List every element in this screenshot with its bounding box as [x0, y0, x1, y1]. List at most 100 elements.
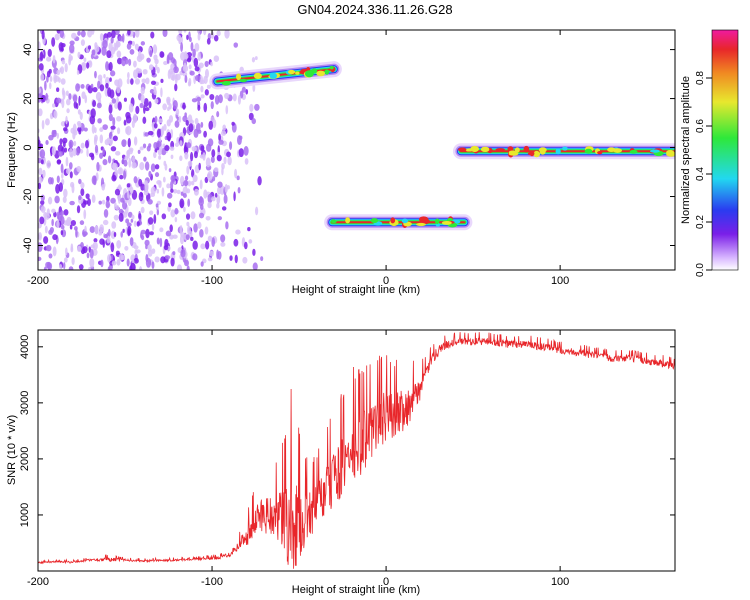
noise-speck — [51, 103, 56, 108]
noise-speck — [120, 231, 123, 238]
noise-speck — [89, 248, 94, 259]
noise-speck — [65, 115, 68, 125]
noise-speck — [109, 77, 112, 82]
noise-speck — [117, 167, 124, 175]
noise-speck — [52, 54, 56, 64]
noise-speck — [91, 124, 95, 134]
noise-speck — [197, 104, 201, 111]
noise-speck — [106, 195, 110, 202]
noise-speck — [126, 42, 132, 50]
signal-blotch — [523, 145, 530, 153]
noise-speck — [216, 111, 220, 118]
noise-speck — [106, 137, 111, 144]
noise-speck — [223, 194, 228, 204]
noise-speck — [187, 198, 191, 208]
noise-speck — [168, 202, 172, 208]
noise-speck — [90, 83, 94, 89]
noise-speck — [140, 232, 143, 239]
noise-speck — [41, 30, 45, 40]
noise-speck — [116, 50, 122, 58]
noise-speck — [65, 156, 69, 167]
noise-speck — [188, 64, 192, 70]
noise-speck — [239, 135, 243, 140]
spectrogram-ticks: -200 -100 0 100 40 20 0 -20 -40 — [22, 30, 675, 287]
noise-speck — [164, 145, 170, 152]
noise-speck — [51, 146, 57, 156]
noise-speck — [179, 198, 185, 209]
noise-speck — [163, 160, 167, 166]
noise-speck — [100, 259, 104, 268]
noise-speck — [45, 56, 52, 62]
noise-speck — [126, 222, 132, 227]
noise-speck — [245, 88, 249, 95]
snr-x-axis-label: Height of straight line (km) — [292, 584, 420, 596]
noise-speck — [103, 234, 108, 239]
noise-speck — [108, 113, 113, 122]
noise-speck — [99, 134, 104, 144]
noise-speck — [232, 93, 237, 102]
noise-speck — [209, 250, 214, 257]
noise-speck — [97, 74, 103, 81]
noise-speck — [60, 78, 66, 85]
noise-speck — [59, 30, 65, 38]
noise-speck — [106, 235, 111, 244]
noise-speck — [221, 206, 227, 211]
noise-speck — [188, 77, 192, 86]
noise-speck — [105, 200, 110, 209]
noise-speck — [174, 120, 180, 128]
noise-speck — [168, 168, 172, 173]
noise-speck — [218, 133, 221, 142]
noise-speck — [126, 183, 131, 188]
noise-speck — [154, 172, 160, 178]
noise-speck — [120, 197, 125, 203]
noise-speck — [222, 124, 227, 131]
noise-speck — [176, 34, 182, 42]
noise-speck — [182, 186, 188, 195]
noise-speck — [134, 78, 141, 85]
noise-speck — [167, 52, 174, 61]
noise-speck — [211, 149, 216, 158]
noise-speck — [140, 192, 144, 197]
noise-speck — [154, 256, 160, 263]
noise-speck — [139, 102, 144, 109]
snr-plot: -200 -100 0 100 1000 2000 3000 4000 Height of s… — [6, 329, 676, 596]
signal-blotch — [495, 148, 506, 152]
noise-speck — [162, 103, 168, 111]
noise-speck — [94, 144, 99, 154]
noise-speck — [207, 171, 213, 181]
noise-speck — [107, 266, 111, 270]
signal-blotch — [584, 148, 593, 154]
noise-speck — [183, 180, 189, 187]
noise-speck — [167, 106, 170, 112]
noise-speck — [70, 181, 75, 188]
signal-blotch — [533, 150, 541, 158]
noise-speck — [131, 120, 135, 128]
noise-speck — [39, 51, 44, 61]
noise-speck — [60, 163, 64, 174]
signal-blotch — [597, 150, 603, 155]
noise-speck — [189, 70, 195, 76]
noise-speck — [109, 70, 116, 77]
noise-speck — [186, 165, 190, 175]
noise-speck — [106, 31, 112, 38]
noise-speck — [154, 98, 159, 104]
noise-speck — [173, 66, 179, 74]
noise-speck — [137, 149, 141, 154]
noise-speck — [197, 129, 202, 134]
signal-blotch — [370, 218, 379, 224]
noise-speck — [187, 160, 193, 167]
y-tick-label: 4000 — [19, 335, 31, 359]
noise-speck — [200, 121, 204, 128]
noise-speck — [234, 254, 238, 264]
noise-speck — [189, 37, 192, 43]
noise-speck — [138, 178, 143, 187]
noise-speck — [176, 189, 181, 195]
noise-speck — [243, 241, 248, 250]
noise-speck — [95, 91, 102, 101]
signal-blotch — [555, 148, 561, 155]
noise-speck — [159, 51, 165, 58]
noise-speck — [211, 237, 216, 248]
noise-speck — [194, 117, 199, 125]
noise-speck — [174, 83, 178, 92]
